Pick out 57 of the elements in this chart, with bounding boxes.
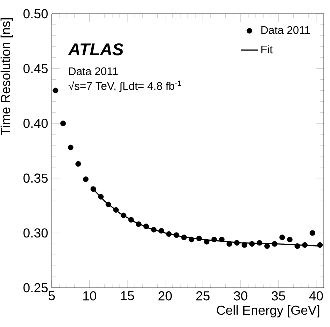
point: [166, 231, 172, 238]
point: [136, 222, 142, 228]
point: [294, 244, 300, 250]
legend-label: Data 2011: [262, 26, 310, 34]
x-tick-label: 35: [272, 292, 286, 301]
point: [106, 202, 112, 208]
point: [83, 176, 89, 182]
legend-label: Fit: [262, 46, 273, 54]
y-tick-label: 0.40: [24, 118, 48, 128]
y-tick-label: 0.35: [24, 174, 48, 183]
point: [60, 120, 66, 126]
point: [212, 236, 218, 243]
x-tick-label: 5: [48, 292, 56, 301]
y-tick-label: 0.45: [24, 64, 48, 74]
point: [204, 239, 210, 245]
x-axis-title: Cell Energy [GeV]: [217, 306, 320, 318]
point: [302, 242, 308, 248]
point: [226, 241, 232, 247]
annotation: √s=7 TeV, ∫Ldt= 4.8 fb$^{-1}$: [68, 80, 182, 92]
point: [196, 236, 202, 242]
point: [113, 207, 120, 213]
point: [242, 242, 248, 248]
point: [280, 234, 286, 240]
point: [234, 240, 240, 246]
point: [287, 236, 293, 243]
x-tick-label: 25: [196, 292, 210, 301]
point: [174, 232, 180, 238]
point: [317, 242, 324, 248]
point: [68, 144, 74, 151]
point: [249, 241, 256, 247]
point: [98, 194, 104, 200]
y-tick-label: 0.30: [24, 228, 48, 238]
y-tick-label: 0.50: [24, 9, 48, 19]
annotation: Data 2011: [69, 68, 118, 76]
x-tick-label: 40: [310, 292, 324, 301]
point: [310, 230, 316, 236]
point: [144, 224, 150, 230]
x-tick-label: 10: [84, 292, 96, 301]
point: [264, 244, 270, 250]
x-tick-label: 15: [121, 292, 134, 301]
y-tick-label: 0.25: [24, 283, 48, 293]
point: [188, 236, 195, 243]
point: [219, 236, 225, 243]
point: [151, 227, 157, 233]
point: [158, 228, 164, 234]
point: [128, 217, 134, 223]
point: [76, 161, 82, 167]
point: [90, 186, 96, 192]
y-axis-title: Time Resolution [ns]: [0, 18, 13, 136]
point: [256, 240, 263, 246]
point: [272, 241, 278, 247]
annotation: ATLAS: [68, 44, 124, 56]
x-tick-label: 20: [158, 292, 172, 301]
point: [120, 212, 127, 218]
point: [181, 234, 188, 240]
x-tick-label: 30: [234, 292, 248, 301]
point: [52, 88, 59, 94]
